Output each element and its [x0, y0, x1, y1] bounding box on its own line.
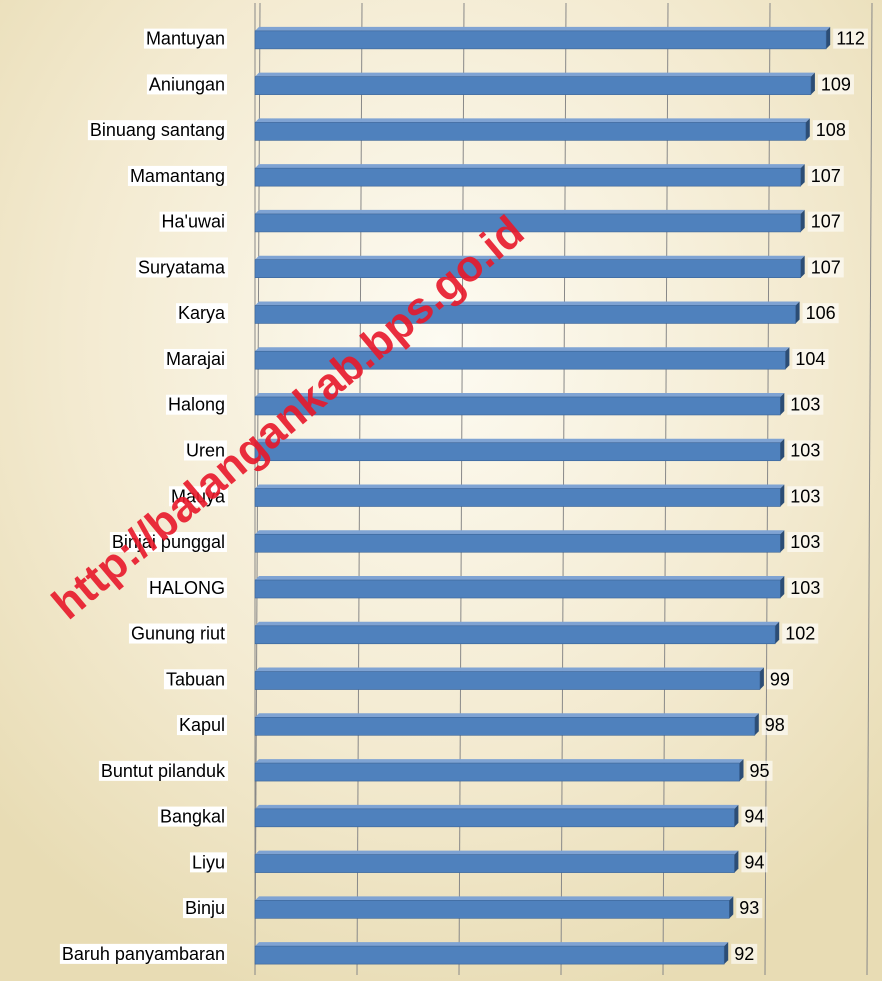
value-label: 103	[790, 486, 820, 506]
category-label: Binju	[185, 898, 225, 918]
bar-top	[255, 759, 744, 763]
category-label: Aniungan	[149, 74, 225, 94]
chart: Mantuyan 112 Aniungan 109 Binuang santang 108…	[0, 0, 882, 981]
value-label: 104	[795, 349, 825, 369]
bar-top	[255, 805, 738, 809]
category-label: Liyu	[192, 852, 225, 872]
value-label: 107	[811, 166, 841, 186]
category-label: Suryatama	[138, 257, 226, 277]
bar-top	[255, 27, 830, 31]
value-label: 103	[790, 578, 820, 598]
bar-top	[255, 210, 805, 214]
page: {"chart_data": {"type": "bar", "orientat…	[0, 0, 882, 981]
category-label: Gunung riut	[131, 624, 225, 644]
bar-top	[255, 530, 784, 534]
bar-top	[255, 622, 779, 626]
bar	[255, 214, 801, 232]
value-label: 103	[790, 440, 820, 460]
bar	[255, 763, 740, 781]
bar	[255, 77, 811, 95]
bar-top	[255, 439, 784, 443]
category-label: Binuang santang	[90, 120, 225, 140]
value-label: 95	[750, 761, 770, 781]
bar	[255, 122, 806, 140]
bar-top	[255, 73, 815, 77]
bar	[255, 946, 724, 964]
category-label: Baruh panyambaran	[62, 944, 225, 964]
bar	[255, 489, 780, 507]
value-label: 108	[816, 120, 846, 140]
bar-top	[255, 668, 764, 672]
value-label: 98	[765, 715, 785, 735]
bar	[255, 580, 780, 598]
bar-top	[255, 576, 784, 580]
value-label: 107	[811, 212, 841, 232]
bar-top	[255, 118, 810, 122]
value-label: 103	[790, 532, 820, 552]
bar	[255, 305, 796, 323]
bar	[255, 855, 734, 873]
bar	[255, 534, 780, 552]
bar	[255, 168, 801, 186]
bar-top	[255, 164, 805, 168]
category-label: Mantuyan	[146, 29, 225, 49]
bar-top	[255, 713, 759, 717]
category-label: Halong	[168, 395, 225, 415]
category-label: Karya	[178, 303, 226, 323]
bar-top	[255, 301, 800, 305]
category-label: Kapul	[179, 715, 225, 735]
category-label: Ha'uwai	[162, 212, 225, 232]
bar	[255, 900, 729, 918]
value-label: 93	[739, 898, 759, 918]
category-label: Buntut pilanduk	[101, 761, 226, 781]
category-label: HALONG	[149, 578, 225, 598]
bar	[255, 717, 755, 735]
bar-top	[255, 896, 733, 900]
bar	[255, 672, 760, 690]
category-label: Mamantang	[130, 166, 225, 186]
value-label: 107	[811, 257, 841, 277]
value-label: 106	[806, 303, 836, 323]
value-label: 103	[790, 395, 820, 415]
bar	[255, 443, 780, 461]
value-label: 109	[821, 74, 851, 94]
value-label: 94	[744, 807, 764, 827]
category-label: Bangkal	[160, 807, 225, 827]
value-label: 99	[770, 669, 790, 689]
category-label: Marajai	[166, 349, 225, 369]
bar	[255, 31, 826, 49]
value-label: 112	[836, 29, 865, 49]
bar-top	[255, 942, 728, 946]
bar	[255, 260, 801, 278]
bar	[255, 809, 734, 827]
value-label: 94	[744, 852, 764, 872]
bar-top	[255, 485, 784, 489]
value-label: 102	[785, 624, 815, 644]
bar	[255, 626, 775, 644]
bar-top	[255, 256, 805, 260]
bar-top	[255, 851, 738, 855]
category-label: Tabuan	[166, 669, 225, 689]
value-label: 92	[734, 944, 754, 964]
